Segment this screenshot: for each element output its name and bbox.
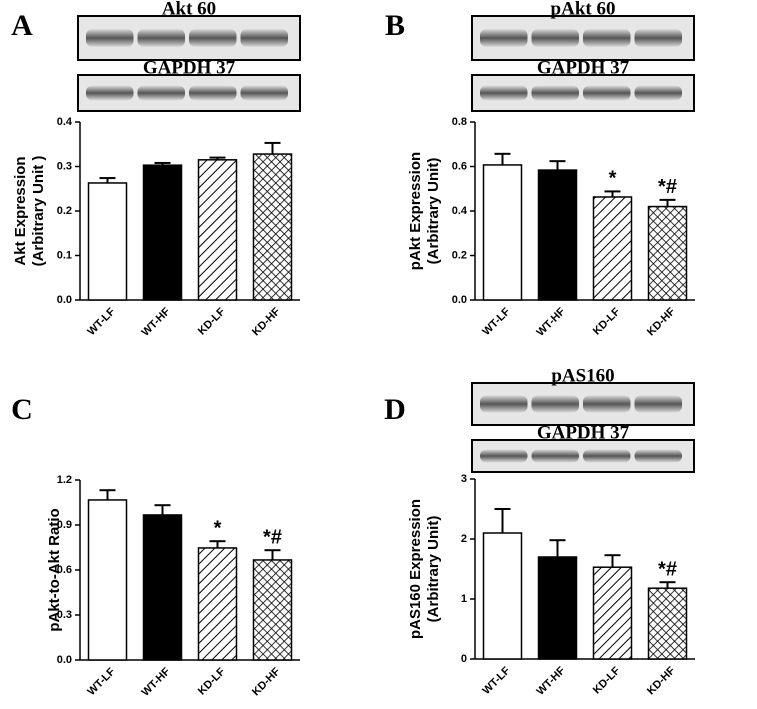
blot-band (583, 29, 631, 47)
x-tick-label: KD-HF (645, 664, 678, 697)
y-tick-label: 0.0 (452, 294, 467, 306)
blot-band (531, 449, 579, 463)
bar (252, 153, 293, 301)
blot-band (583, 395, 631, 413)
y-tick-label: 0.0 (57, 654, 72, 666)
y-tick-label: 0.1 (57, 249, 72, 261)
y-tick-label: 3 (461, 473, 467, 485)
blot-label: pAkt 60 (551, 0, 616, 19)
bar (252, 559, 293, 661)
bar (482, 164, 523, 301)
blot-band (634, 395, 682, 413)
bar (647, 587, 688, 660)
x-tick-label: KD-LF (196, 666, 228, 698)
x-tick-label: KD-LF (591, 665, 623, 697)
x-tick-label: KD-HF (250, 665, 283, 698)
y-tick-label: 0.3 (57, 160, 72, 172)
y-tick-label: 0.8 (452, 116, 467, 128)
blot-label: pAS160 (551, 365, 614, 386)
y-tick-label: 0.0 (57, 294, 72, 306)
y-tick-label: 0.3 (57, 609, 72, 621)
y-axis-label: Akt Expression (12, 156, 29, 265)
blot-band (137, 29, 185, 47)
blot-band (480, 449, 528, 463)
bar (197, 547, 238, 661)
blot-band (634, 29, 682, 47)
x-tick-label: KD-HF (250, 305, 283, 338)
y-axis-label: (Arbitrary Unit ) (30, 156, 47, 267)
bar (142, 514, 183, 661)
x-tick-label: WT-HF (535, 305, 568, 338)
panel-label: B (385, 9, 405, 42)
bar (537, 169, 578, 301)
y-tick-label: 0.6 (57, 564, 72, 576)
x-tick-label: KD-HF (645, 305, 678, 338)
y-tick-label: 1.2 (57, 474, 72, 486)
blot-label: GAPDH 37 (537, 422, 630, 443)
annotation: * (214, 517, 222, 539)
annotation: *# (263, 526, 282, 548)
bar (592, 196, 633, 301)
y-axis-label: pAkt-to-Akt Ratio (46, 508, 63, 631)
y-tick-label: 0.4 (452, 205, 468, 217)
bar (142, 164, 183, 301)
y-tick-label: 0.2 (57, 205, 72, 217)
blot-band (480, 29, 528, 47)
bar (592, 566, 633, 660)
blot-band (189, 85, 237, 101)
y-axis-label: pAkt Expression (407, 152, 424, 270)
y-tick-label: 2 (461, 533, 467, 545)
blot-band (137, 85, 185, 101)
x-tick-label: WT-LF (480, 306, 512, 338)
blot-band (240, 29, 288, 47)
x-tick-label: WT-LF (85, 306, 117, 338)
blot-band (240, 85, 288, 101)
blot-label: GAPDH 37 (143, 57, 236, 78)
blot-band (583, 449, 631, 463)
panel-label: C (11, 393, 33, 426)
panel-label: A (11, 9, 33, 42)
y-axis-label: pAS160 Expression (407, 499, 424, 639)
annotation: *# (658, 558, 677, 580)
blot-band (531, 85, 579, 101)
bar (537, 556, 578, 660)
y-tick-label: 0.9 (57, 519, 72, 531)
panel-label: D (384, 393, 406, 426)
bar (87, 499, 128, 661)
bar (647, 205, 688, 301)
blot-label: GAPDH 37 (537, 57, 630, 78)
y-tick-label: 0.4 (57, 116, 73, 128)
blot-band (480, 395, 528, 413)
y-tick-label: 0 (461, 653, 467, 665)
bar (87, 182, 128, 301)
x-tick-label: WT-LF (480, 665, 512, 697)
blot-band (583, 85, 631, 101)
y-tick-label: 1 (461, 593, 467, 605)
x-tick-label: KD-LF (196, 306, 228, 338)
annotation: * (609, 168, 617, 190)
x-tick-label: KD-LF (591, 306, 623, 338)
blot-band (480, 85, 528, 101)
bar (197, 159, 238, 301)
x-tick-label: WT-HF (140, 305, 173, 338)
y-tick-label: 0.2 (452, 249, 467, 261)
blot-band (86, 29, 134, 47)
blot-band (634, 449, 682, 463)
blot-band (86, 85, 134, 101)
y-tick-label: 0.6 (452, 160, 467, 172)
x-tick-label: WT-LF (85, 666, 117, 698)
bar (482, 532, 523, 660)
y-axis-label: (Arbitrary Unit) (425, 158, 442, 265)
annotation: *# (658, 176, 677, 198)
y-axis-label: (Arbitrary Unit) (425, 516, 442, 623)
blot-band (189, 29, 237, 47)
blot-band (634, 85, 682, 101)
blot-label: Akt 60 (162, 0, 216, 19)
blot-band (531, 29, 579, 47)
blot-band (531, 395, 579, 413)
x-tick-label: WT-HF (140, 665, 173, 698)
x-tick-label: WT-HF (535, 664, 568, 697)
